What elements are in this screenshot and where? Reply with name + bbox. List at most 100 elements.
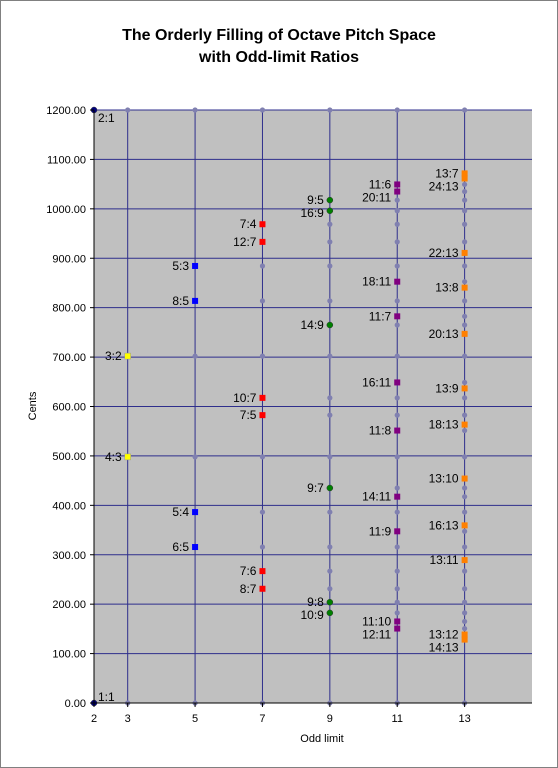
data-point	[192, 544, 199, 551]
guide-dot	[327, 263, 333, 269]
point-label: 16:9	[300, 206, 324, 220]
point-label: 11:6	[369, 177, 392, 191]
guide-dot	[192, 107, 198, 113]
y-tick-label: 300.00	[52, 550, 86, 562]
guide-dot	[327, 509, 333, 515]
data-point	[461, 421, 468, 428]
guide-dot	[462, 197, 468, 203]
guide-dot	[259, 544, 266, 550]
point-label: 14:9	[300, 318, 324, 332]
point-label: 16:13	[429, 518, 459, 532]
point-label: 8:5	[172, 294, 189, 308]
y-tick-label: 400.00	[52, 500, 86, 512]
data-point	[461, 522, 468, 529]
data-point	[394, 313, 401, 320]
guide-dot	[259, 454, 266, 460]
data-point	[461, 284, 468, 291]
guide-dot	[394, 107, 400, 113]
y-tick-label: 0.00	[65, 698, 86, 710]
guide-dot	[394, 298, 400, 304]
guide-dot	[394, 263, 400, 269]
guide-dot	[462, 610, 468, 616]
point-labels: 2:1 1:1 3:2 4:3 5:3 8:5 5:4 6:5 7:4 12:7 10:7 7:5 7:…	[98, 111, 459, 704]
data-point	[394, 493, 401, 500]
data-point	[394, 188, 401, 195]
guide-dot	[259, 107, 266, 113]
data-point	[326, 321, 334, 329]
point-label: 7:4	[240, 217, 257, 231]
guide-dot	[327, 395, 333, 401]
guide-dot	[327, 353, 333, 359]
guide-dot	[462, 494, 468, 500]
x-ticks: 2 3 5 7 9 11 13	[91, 702, 532, 725]
point-label: 9:8	[307, 595, 324, 609]
y-ticks: 0.00 100.00 200.00 300.00 400.00 500.00 600.00…	[46, 105, 95, 710]
point-label: 11:8	[369, 424, 392, 438]
point-label: 13:9	[435, 381, 459, 395]
guide-dot	[462, 586, 468, 592]
point-label: 13:11	[429, 553, 458, 567]
data-point	[461, 631, 468, 638]
guide-dot	[462, 188, 468, 195]
point-label: 7:5	[240, 408, 257, 422]
point-label: 20:11	[362, 190, 391, 204]
point-label: 3:2	[105, 349, 122, 363]
data-point	[326, 609, 334, 617]
data-point	[461, 170, 468, 177]
guide-dot	[394, 221, 400, 227]
guide-dot	[394, 599, 400, 605]
guide-dot	[192, 454, 198, 460]
guide-dot	[462, 107, 468, 113]
y-tick-label: 500.00	[52, 451, 86, 463]
guide-dot	[462, 625, 468, 632]
data-point	[192, 509, 199, 516]
x-tick-label: 3	[125, 713, 131, 725]
point-label: 20:13	[429, 327, 459, 341]
guide-dot	[327, 107, 333, 113]
data-point	[394, 278, 401, 285]
data-point	[326, 207, 334, 215]
point-label: 6:5	[172, 540, 189, 554]
guide-dot	[259, 263, 266, 269]
guide-dot	[394, 568, 400, 574]
point-label: 22:13	[429, 246, 459, 260]
data-point	[461, 249, 468, 256]
guide-dot	[462, 454, 468, 460]
data-point	[326, 598, 334, 606]
point-label: 12:7	[233, 235, 257, 249]
data-point	[394, 181, 401, 188]
guide-dot	[394, 197, 400, 203]
point-label: 16:11	[362, 375, 391, 389]
point-label: 5:3	[172, 259, 189, 273]
x-tick-label: 11	[392, 713, 403, 725]
chart-title-line-1: The Orderly Filling of Octave Pitch Spac…	[122, 27, 436, 44]
data-point	[461, 330, 468, 337]
x-tick-label: 9	[327, 713, 333, 725]
y-tick-label: 700.00	[52, 352, 86, 364]
point-label: 8:7	[240, 582, 257, 596]
guide-dot	[462, 181, 468, 188]
data-point	[461, 385, 468, 392]
guide-dot	[394, 544, 400, 550]
guide-dot	[327, 586, 333, 592]
chart-title-line-2: with Odd-limit Ratios	[198, 49, 359, 66]
guide-dot	[462, 208, 468, 214]
guide-dot	[462, 528, 468, 534]
y-tick-label: 200.00	[52, 599, 86, 611]
guide-dot	[327, 221, 333, 227]
data-point	[461, 636, 468, 643]
point-label: 18:11	[362, 275, 391, 289]
guide-dot	[462, 379, 468, 386]
data-point	[124, 453, 131, 461]
guide-dot	[462, 427, 468, 434]
guide-dot	[462, 544, 468, 550]
data-point	[326, 196, 334, 204]
guide-dot	[462, 239, 468, 245]
guide-dot	[462, 599, 468, 605]
y-axis-label: Cents	[27, 391, 39, 420]
data-point	[259, 412, 266, 419]
point-label: 13:8	[435, 281, 459, 295]
point-label: 1:1	[98, 690, 115, 704]
guide-dot	[327, 544, 333, 550]
guide-dot	[394, 208, 400, 214]
